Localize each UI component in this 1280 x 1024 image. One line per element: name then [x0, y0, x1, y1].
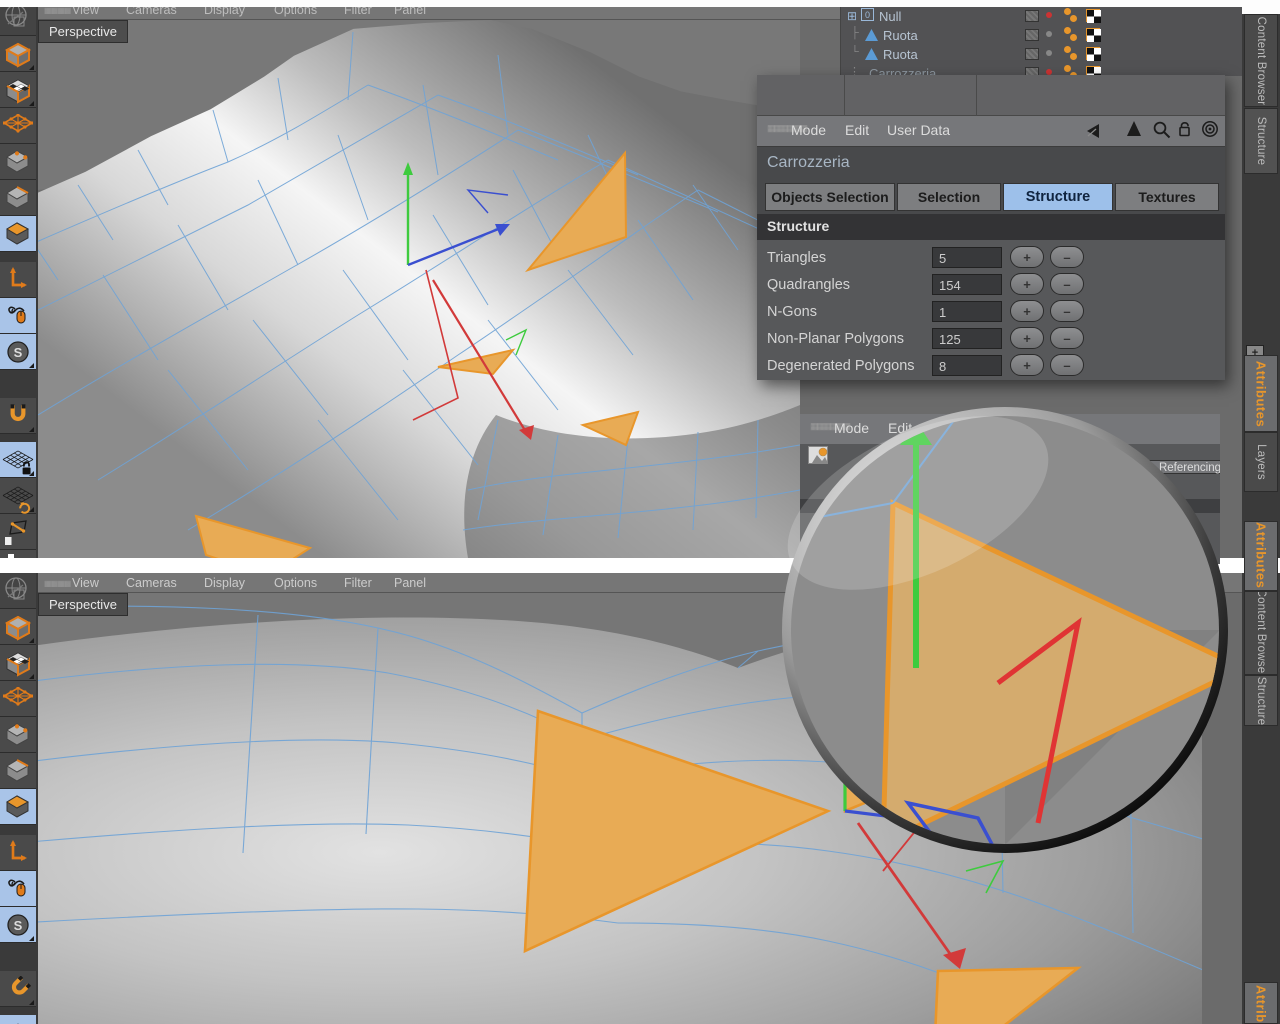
svg-text:S: S	[14, 345, 23, 360]
svg-text:S: S	[14, 918, 23, 933]
